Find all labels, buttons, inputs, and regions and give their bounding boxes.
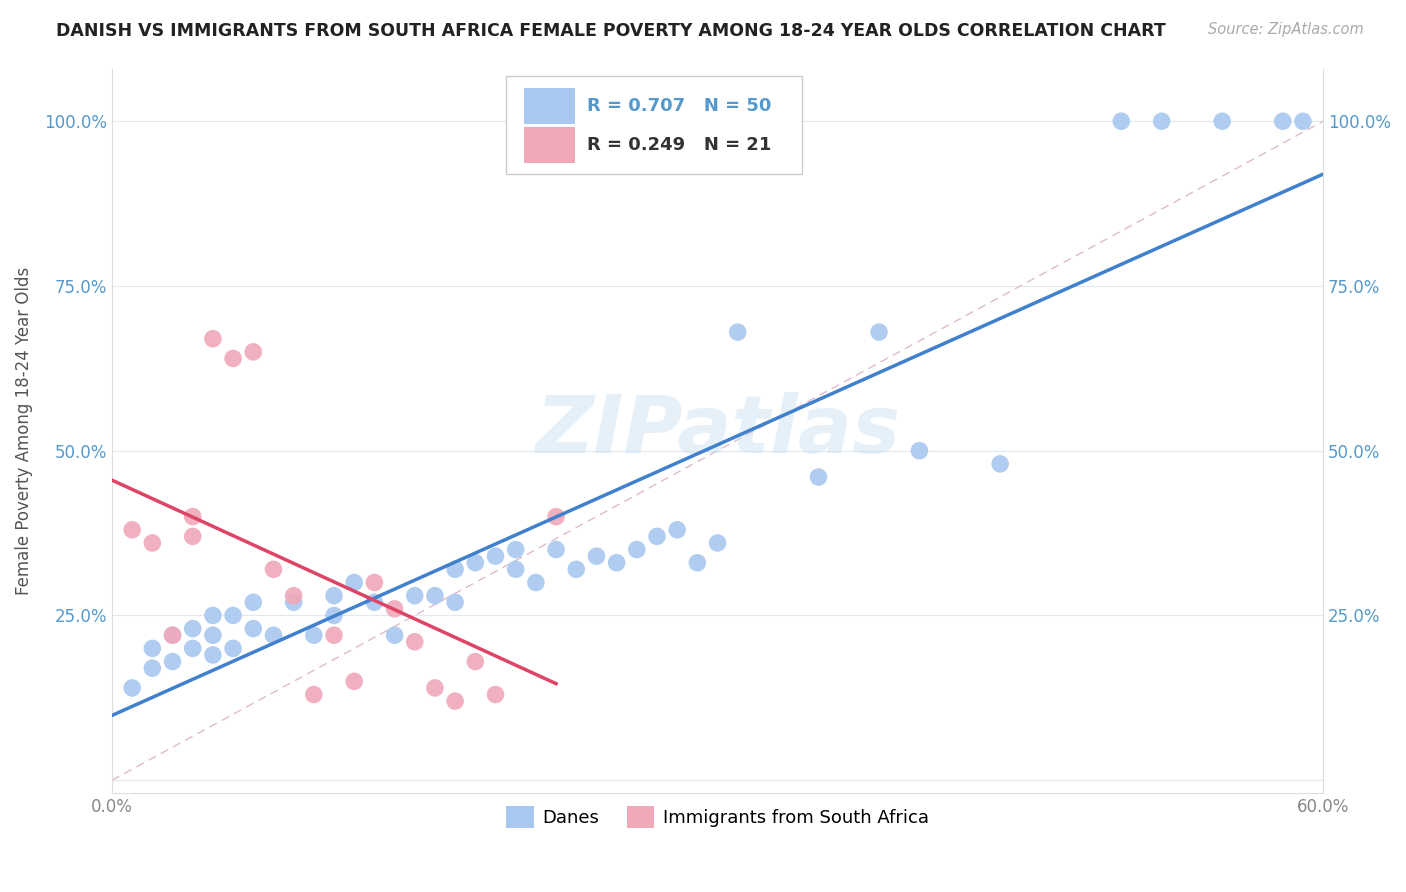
Point xyxy=(645,529,668,543)
Point xyxy=(1150,114,1173,128)
Point xyxy=(162,655,184,669)
Point xyxy=(807,470,830,484)
Point xyxy=(162,628,184,642)
FancyBboxPatch shape xyxy=(506,76,803,174)
Point xyxy=(242,595,264,609)
Point xyxy=(343,674,366,689)
Point xyxy=(524,575,547,590)
Point xyxy=(1292,114,1315,128)
Point xyxy=(323,608,346,623)
Point xyxy=(201,332,224,346)
Point xyxy=(1109,114,1132,128)
Point xyxy=(363,595,385,609)
Point xyxy=(141,661,163,675)
Point xyxy=(121,523,143,537)
Text: Source: ZipAtlas.com: Source: ZipAtlas.com xyxy=(1208,22,1364,37)
Point xyxy=(464,655,486,669)
Point xyxy=(201,648,224,662)
Point xyxy=(283,595,305,609)
Point xyxy=(262,562,284,576)
Point xyxy=(242,622,264,636)
Point xyxy=(868,325,890,339)
Point xyxy=(706,536,728,550)
Point xyxy=(384,602,406,616)
Point xyxy=(121,681,143,695)
Point xyxy=(201,608,224,623)
Point xyxy=(505,542,527,557)
Point xyxy=(222,608,245,623)
Point xyxy=(505,562,527,576)
Point xyxy=(323,628,346,642)
Point xyxy=(606,556,628,570)
Point xyxy=(444,694,467,708)
Point xyxy=(181,509,204,524)
Point xyxy=(201,628,224,642)
Point xyxy=(1271,114,1294,128)
Point xyxy=(908,443,931,458)
Point xyxy=(686,556,709,570)
Point xyxy=(323,589,346,603)
Text: DANISH VS IMMIGRANTS FROM SOUTH AFRICA FEMALE POVERTY AMONG 18-24 YEAR OLDS CORR: DANISH VS IMMIGRANTS FROM SOUTH AFRICA F… xyxy=(56,22,1166,40)
Point xyxy=(423,681,446,695)
Point xyxy=(302,628,325,642)
Point xyxy=(444,562,467,576)
FancyBboxPatch shape xyxy=(524,88,575,124)
Point xyxy=(484,549,506,563)
Point xyxy=(666,523,689,537)
Point xyxy=(544,509,567,524)
Point xyxy=(242,344,264,359)
Point xyxy=(444,595,467,609)
Point xyxy=(404,589,426,603)
Y-axis label: Female Poverty Among 18-24 Year Olds: Female Poverty Among 18-24 Year Olds xyxy=(15,267,32,595)
Point xyxy=(181,622,204,636)
Point xyxy=(727,325,749,339)
Point xyxy=(302,688,325,702)
Point xyxy=(363,575,385,590)
Point xyxy=(423,589,446,603)
Point xyxy=(141,641,163,656)
FancyBboxPatch shape xyxy=(524,127,575,162)
Point xyxy=(988,457,1011,471)
Point xyxy=(262,628,284,642)
Point xyxy=(384,628,406,642)
Point xyxy=(162,628,184,642)
Point xyxy=(626,542,648,557)
Text: ZIPatlas: ZIPatlas xyxy=(536,392,900,470)
Point xyxy=(343,575,366,590)
Point xyxy=(181,529,204,543)
Point xyxy=(222,351,245,366)
Point xyxy=(585,549,607,563)
Text: R = 0.249   N = 21: R = 0.249 N = 21 xyxy=(586,136,770,153)
Point xyxy=(181,641,204,656)
Point xyxy=(464,556,486,570)
Point xyxy=(565,562,588,576)
Point xyxy=(1211,114,1233,128)
Point xyxy=(544,542,567,557)
Point xyxy=(404,634,426,648)
Point xyxy=(222,641,245,656)
Point xyxy=(283,589,305,603)
Legend: Danes, Immigrants from South Africa: Danes, Immigrants from South Africa xyxy=(499,798,936,835)
Point xyxy=(484,688,506,702)
Text: R = 0.707   N = 50: R = 0.707 N = 50 xyxy=(586,97,770,115)
Point xyxy=(141,536,163,550)
